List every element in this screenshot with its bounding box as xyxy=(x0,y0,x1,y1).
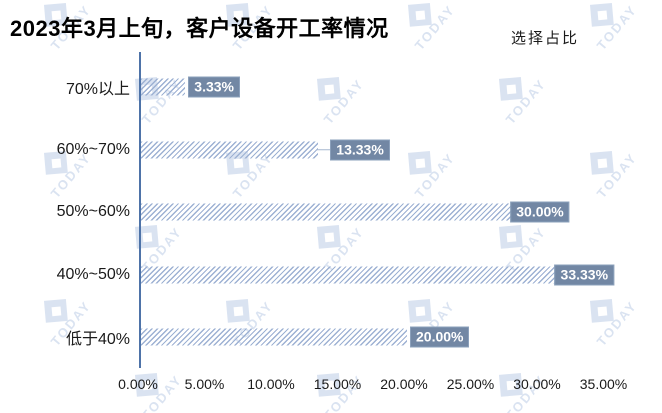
value-label: 13.33% xyxy=(330,139,390,160)
chart-title: 2023年3月上旬，客户设备开工率情况 xyxy=(10,16,389,41)
value-label: 30.00% xyxy=(510,201,570,223)
category-axis-line xyxy=(139,52,141,368)
x-axis-tick-label: 30.00% xyxy=(513,376,561,392)
category-label: 40%~50% xyxy=(56,265,130,283)
category-label: 60%~70% xyxy=(56,140,130,158)
x-axis-tick-label: 5.00% xyxy=(184,376,225,392)
value-label: 20.00% xyxy=(410,326,470,348)
bar-segment xyxy=(141,78,186,96)
bar-segment xyxy=(141,203,540,221)
bar-segment xyxy=(141,141,319,158)
category-label: 70%以上 xyxy=(65,81,130,98)
leader-line xyxy=(317,148,331,151)
x-axis-tick-label: 35.00% xyxy=(579,376,628,392)
x-axis-tick-label: 10.00% xyxy=(247,376,295,392)
legend-label: 选择占比 xyxy=(511,30,580,47)
x-axis-tick-label: 0.00% xyxy=(118,376,158,392)
bar-segment xyxy=(141,328,407,346)
value-label: 3.33% xyxy=(188,76,240,98)
x-axis-tick-label: 25.00% xyxy=(446,376,495,392)
bar-segment xyxy=(141,266,585,283)
category-label: 低于40% xyxy=(65,331,130,348)
category-label: 50%~60% xyxy=(56,203,130,220)
x-axis-tick-label: 20.00% xyxy=(380,376,428,392)
x-axis-tick-label: 15.00% xyxy=(313,376,362,392)
value-label: 33.33% xyxy=(554,264,615,285)
